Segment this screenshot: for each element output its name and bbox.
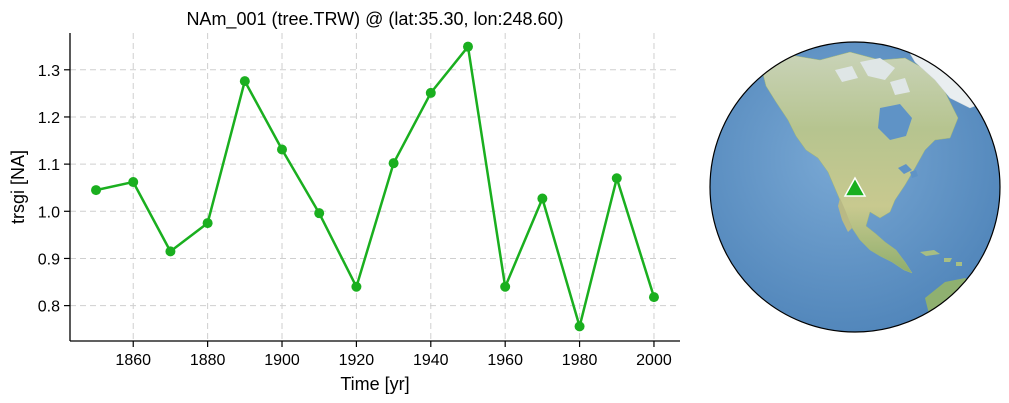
- x-tick-label: 1860: [115, 352, 151, 369]
- grid: [70, 33, 680, 341]
- data-point: [611, 173, 622, 184]
- y-tick-label: 1.1: [38, 157, 60, 174]
- y-tick-label: 0.9: [38, 251, 60, 268]
- chart-area: 1860 1880 1900 1920 1940 1960 1980 2000 0.8 0.9 1.…: [38, 33, 680, 369]
- x-tick-label: 1980: [562, 352, 598, 369]
- data-point: [388, 158, 399, 169]
- data-point: [202, 218, 213, 229]
- y-axis-title: trsgi [NA]: [8, 150, 28, 224]
- arctic-islands: [835, 58, 910, 95]
- series-group: [91, 41, 659, 332]
- data-point: [128, 177, 139, 188]
- data-point: [91, 185, 102, 196]
- x-tick-label: 1960: [487, 352, 523, 369]
- x-tick-label: 2000: [636, 352, 672, 369]
- data-point: [648, 292, 659, 303]
- baja-landmass: [838, 198, 852, 232]
- x-tick-label: 1880: [190, 352, 226, 369]
- globe-map: [709, 41, 1001, 333]
- data-point: [500, 281, 511, 292]
- y-tick-label: 1.2: [38, 110, 60, 127]
- y-tick-label: 1.0: [38, 204, 60, 221]
- data-point: [574, 321, 585, 332]
- x-tick-label: 1940: [413, 352, 449, 369]
- data-point: [277, 144, 288, 155]
- data-point: [537, 193, 548, 204]
- x-axis-title: Time [yr]: [340, 374, 409, 394]
- data-point: [462, 41, 473, 52]
- data-point: [351, 281, 362, 292]
- y-tick-label: 0.8: [38, 299, 60, 316]
- data-point: [239, 76, 250, 87]
- data-point: [425, 87, 436, 98]
- globe-outline: [709, 41, 1001, 333]
- data-point: [314, 208, 325, 219]
- data-point: [165, 246, 176, 257]
- x-tick-label: 1900: [264, 352, 300, 369]
- caribbean-islands: [920, 250, 962, 266]
- hudson-bay: [878, 104, 912, 140]
- great-lakes: [898, 164, 918, 178]
- series-line: [95, 45, 656, 328]
- y-tick-label: 1.3: [38, 63, 60, 80]
- site-marker-icon: [843, 176, 867, 197]
- chart-title: NAm_001 (tree.TRW) @ (lat:35.30, lon:248…: [186, 9, 563, 30]
- axes: [69, 33, 680, 342]
- ticks: 1860 1880 1900 1920 1940 1960 1980 2000 0.8 0.9 1.…: [38, 63, 672, 369]
- x-tick-label: 1920: [339, 352, 375, 369]
